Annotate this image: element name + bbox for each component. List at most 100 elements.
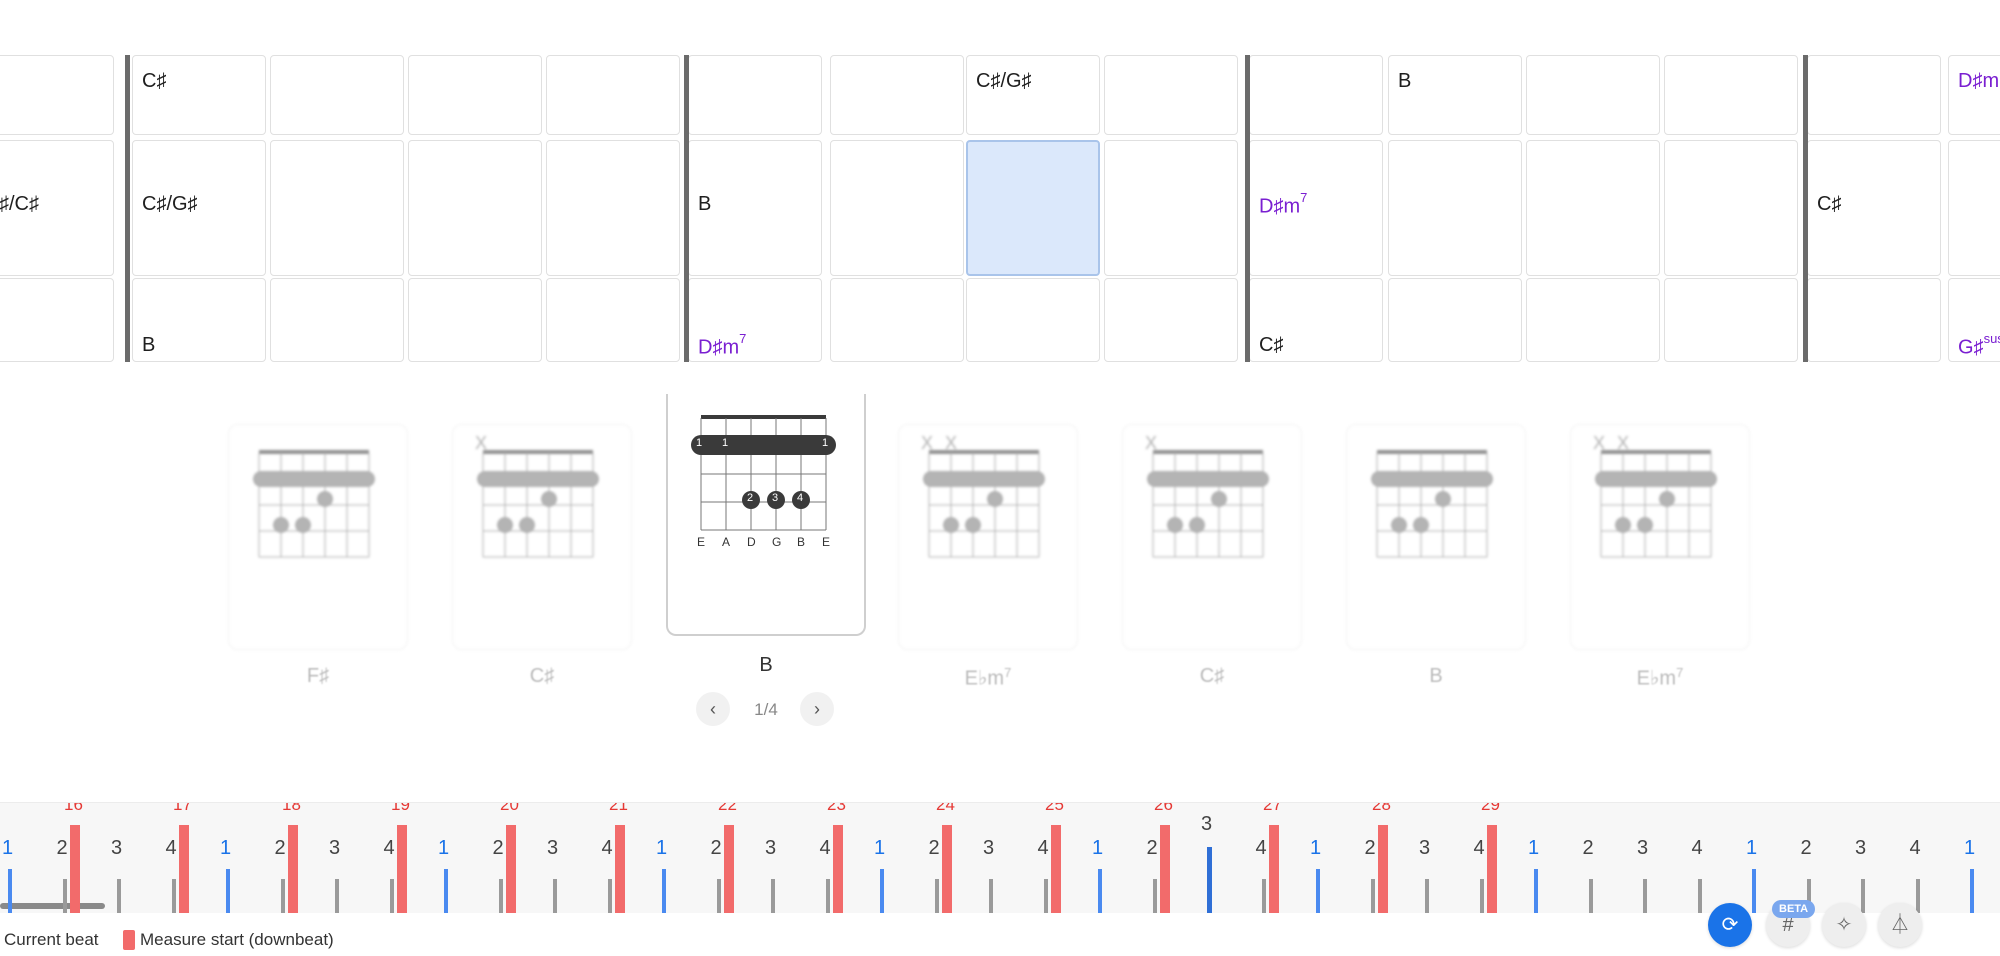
grid-cell[interactable]: [1526, 55, 1660, 135]
beat-tick[interactable]: [62, 879, 67, 913]
beat-timeline[interactable]: 1234123412341234123412341234123412341234…: [0, 802, 2000, 913]
grid-cell[interactable]: D♯m: [1948, 55, 2000, 135]
beat-tick[interactable]: [880, 869, 884, 913]
beat-tick[interactable]: [117, 879, 121, 913]
grid-cell[interactable]: [270, 140, 404, 276]
grid-cell[interactable]: [408, 140, 542, 276]
beat-tick[interactable]: [1479, 879, 1484, 913]
downbeat-marker[interactable]: [1160, 825, 1170, 913]
chord-diagram-card[interactable]: X: [452, 424, 632, 650]
chord-diagram-card[interactable]: X: [1122, 424, 1302, 650]
grid-cell[interactable]: B: [688, 140, 822, 276]
beat-tick[interactable]: [607, 879, 612, 913]
grid-cell[interactable]: [966, 278, 1100, 362]
downbeat-marker[interactable]: [1269, 825, 1279, 913]
grid-cell[interactable]: [1249, 55, 1383, 135]
beat-tick[interactable]: [553, 879, 557, 913]
grid-cell[interactable]: C♯/G♯: [966, 55, 1100, 135]
beat-tick[interactable]: [1534, 869, 1538, 913]
beat-tick[interactable]: [1316, 869, 1320, 913]
downbeat-marker[interactable]: [397, 825, 407, 913]
beat-tick[interactable]: [8, 869, 12, 913]
grid-cell[interactable]: C♯: [1249, 278, 1383, 362]
grid-cell[interactable]: [1807, 278, 1941, 362]
beat-tick[interactable]: [1043, 879, 1048, 913]
downbeat-marker[interactable]: [724, 825, 734, 913]
beat-tick[interactable]: [662, 869, 666, 913]
grid-cell[interactable]: D♯m7: [688, 278, 822, 362]
current-beat-tick[interactable]: [1207, 847, 1212, 913]
grid-cell[interactable]: D♯m7: [1249, 140, 1383, 276]
sync-button[interactable]: ⟳: [1708, 903, 1752, 947]
beat-tick[interactable]: [934, 879, 939, 913]
grid-cell[interactable]: [408, 278, 542, 362]
downbeat-marker[interactable]: [179, 825, 189, 913]
beat-tick[interactable]: [1643, 879, 1647, 913]
beat-tick[interactable]: [1806, 879, 1811, 913]
grid-cell[interactable]: ♯/C♯: [0, 140, 114, 276]
grid-cell[interactable]: C♯: [1807, 140, 1941, 276]
grid-cell[interactable]: B: [1388, 55, 1522, 135]
beat-tick[interactable]: [716, 879, 721, 913]
beat-tick[interactable]: [1588, 879, 1593, 913]
beat-tick[interactable]: [1915, 879, 1920, 913]
grid-cell[interactable]: [270, 278, 404, 362]
grid-cell[interactable]: [270, 55, 404, 135]
grid-cell[interactable]: C♯/G♯: [132, 140, 266, 276]
beat-tick[interactable]: [1752, 869, 1756, 913]
grid-cell[interactable]: [1104, 55, 1238, 135]
beat-tick[interactable]: [1098, 869, 1102, 913]
grid-cell[interactable]: [1664, 140, 1798, 276]
chord-diagram-card[interactable]: 1 1 1 2 3 4 E A D G B E: [666, 394, 866, 636]
grid-cell[interactable]: G♯sus: [1948, 278, 2000, 362]
chord-diagram-card[interactable]: [1346, 424, 1526, 650]
downbeat-marker[interactable]: [1487, 825, 1497, 913]
grid-cell[interactable]: [1526, 278, 1660, 362]
grid-cell[interactable]: [546, 55, 680, 135]
beat-tick[interactable]: [335, 879, 339, 913]
downbeat-marker[interactable]: [288, 825, 298, 913]
selected-grid-cell[interactable]: [966, 140, 1100, 276]
grid-cell[interactable]: B: [132, 278, 266, 362]
beat-tick[interactable]: [1861, 879, 1865, 913]
beat-tick[interactable]: [226, 869, 230, 913]
prev-page-button[interactable]: ‹: [696, 692, 730, 726]
downbeat-marker[interactable]: [506, 825, 516, 913]
beat-tick[interactable]: [171, 879, 176, 913]
grid-cell[interactable]: [1104, 140, 1238, 276]
beat-tick[interactable]: [1425, 879, 1429, 913]
grid-cell[interactable]: [546, 278, 680, 362]
downbeat-marker[interactable]: [833, 825, 843, 913]
grid-cell[interactable]: [0, 278, 114, 362]
grid-cell[interactable]: [1388, 278, 1522, 362]
grid-cell[interactable]: [830, 55, 964, 135]
beat-tick[interactable]: [1261, 879, 1266, 913]
beat-tick[interactable]: [389, 879, 394, 913]
beat-tick[interactable]: [771, 879, 775, 913]
ai-assist-button[interactable]: ✧: [1822, 903, 1866, 947]
beat-tick[interactable]: [1152, 879, 1157, 913]
beat-tick[interactable]: [825, 879, 830, 913]
downbeat-marker[interactable]: [70, 825, 80, 913]
beat-tick[interactable]: [1970, 869, 1974, 913]
grid-cell[interactable]: [1664, 55, 1798, 135]
beat-tick[interactable]: [989, 879, 993, 913]
grid-cell[interactable]: [1664, 278, 1798, 362]
timeline-scrollbar[interactable]: [0, 903, 105, 909]
downbeat-marker[interactable]: [1378, 825, 1388, 913]
chord-diagram-card[interactable]: [228, 424, 408, 650]
grid-cell[interactable]: [546, 140, 680, 276]
grid-cell[interactable]: [1948, 140, 2000, 276]
grid-cell[interactable]: [1807, 55, 1941, 135]
grid-cell[interactable]: [830, 140, 964, 276]
grid-cell[interactable]: C♯: [132, 55, 266, 135]
downbeat-marker[interactable]: [1051, 825, 1061, 913]
next-page-button[interactable]: ›: [800, 692, 834, 726]
beat-tick[interactable]: [444, 869, 448, 913]
beat-tick[interactable]: [280, 879, 285, 913]
grid-cell[interactable]: [408, 55, 542, 135]
grid-cell[interactable]: [1104, 278, 1238, 362]
downbeat-marker[interactable]: [942, 825, 952, 913]
